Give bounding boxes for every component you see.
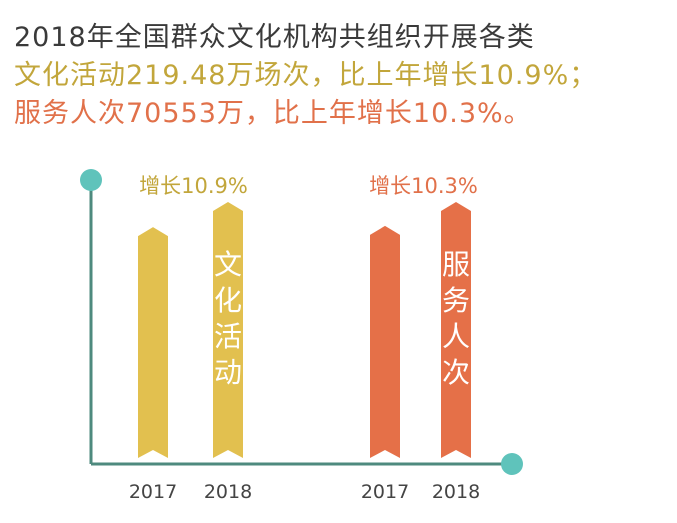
bar-name-char: 次 xyxy=(442,356,470,389)
bar-visits-2018 xyxy=(441,202,471,458)
bar-activities-2017 xyxy=(138,227,168,458)
bar-name-char: 服 xyxy=(442,248,470,281)
x-tick-label: 2018 xyxy=(204,481,252,503)
headline-line-2: 文化活动219.48万场次，比上年增长10.9%； xyxy=(14,60,598,91)
y-axis-end-dot xyxy=(80,169,102,191)
bar-visits-2017 xyxy=(370,225,400,458)
headline-line-1: 2018年全国群众文化机构共组织开展各类 xyxy=(14,22,535,53)
bar-activities-2018 xyxy=(213,202,243,458)
bar-name-char: 文 xyxy=(214,248,242,281)
headline-line-3: 服务人次70553万，比上年增长10.3%。 xyxy=(14,98,532,129)
bar-name-char: 化 xyxy=(214,284,242,317)
bar-name-char: 务 xyxy=(442,284,470,317)
x-tick-label: 2017 xyxy=(129,481,177,503)
x-tick-label: 2018 xyxy=(432,481,480,503)
bar-name-char: 动 xyxy=(214,356,242,389)
growth-label: 增长10.3% xyxy=(369,174,478,198)
bar-name-char: 活 xyxy=(214,320,242,353)
growth-label: 增长10.9% xyxy=(139,174,248,198)
x-axis-end-dot xyxy=(501,453,523,475)
x-tick-label: 2017 xyxy=(361,481,409,503)
bar-name-char: 人 xyxy=(442,320,470,353)
